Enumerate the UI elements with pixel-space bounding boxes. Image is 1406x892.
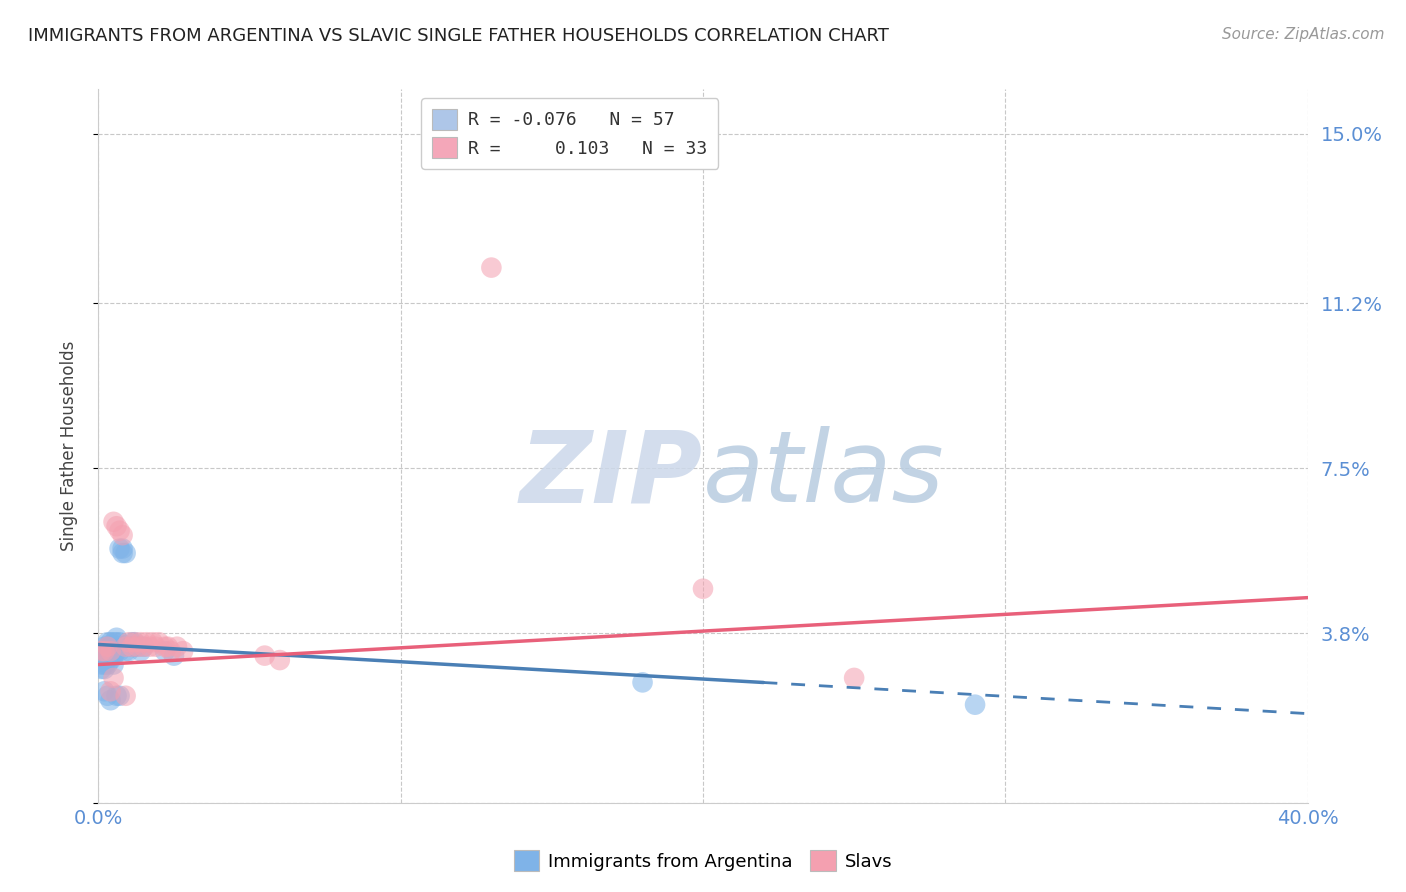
Point <box>114 644 136 658</box>
Point <box>100 635 122 649</box>
Point <box>100 684 122 698</box>
Point <box>105 519 128 533</box>
Point <box>148 635 170 649</box>
Point <box>103 657 125 672</box>
Point <box>253 648 276 663</box>
Point <box>105 640 128 654</box>
Point <box>631 675 654 690</box>
Point <box>96 644 118 658</box>
Point <box>108 635 131 649</box>
Point <box>121 640 143 654</box>
Point <box>132 640 155 654</box>
Point <box>93 662 115 676</box>
Point <box>142 635 165 649</box>
Point <box>100 693 122 707</box>
Point <box>127 640 149 654</box>
Point <box>100 648 122 663</box>
Point <box>129 635 152 649</box>
Legend: R = -0.076   N = 57, R =     0.103   N = 33: R = -0.076 N = 57, R = 0.103 N = 33 <box>422 98 718 169</box>
Point <box>105 631 128 645</box>
Point <box>118 635 141 649</box>
Point <box>103 515 125 529</box>
Point <box>103 648 125 663</box>
Point <box>269 653 291 667</box>
Text: 40.0%: 40.0% <box>1277 808 1339 828</box>
Point <box>90 648 112 663</box>
Point <box>90 662 112 676</box>
Point <box>103 644 125 658</box>
Point <box>692 582 714 596</box>
Point <box>100 644 122 658</box>
Point <box>100 640 122 654</box>
Point <box>96 635 118 649</box>
Point <box>118 644 141 658</box>
Point <box>108 644 131 658</box>
Text: atlas: atlas <box>703 426 945 523</box>
Point <box>93 684 115 698</box>
Point <box>108 689 131 703</box>
Point <box>965 698 987 712</box>
Point <box>127 640 149 654</box>
Point <box>96 640 118 654</box>
Point <box>90 644 112 658</box>
Point <box>105 689 128 703</box>
Point <box>124 635 146 649</box>
Point <box>118 640 141 654</box>
Point <box>103 640 125 654</box>
Point <box>96 640 118 654</box>
Text: IMMIGRANTS FROM ARGENTINA VS SLAVIC SINGLE FATHER HOUSEHOLDS CORRELATION CHART: IMMIGRANTS FROM ARGENTINA VS SLAVIC SING… <box>28 27 889 45</box>
Point <box>481 260 503 275</box>
Point <box>163 648 186 663</box>
Point <box>105 644 128 658</box>
Point <box>96 653 118 667</box>
Point <box>96 657 118 672</box>
Point <box>111 640 134 654</box>
Point <box>111 541 134 556</box>
Point <box>96 689 118 703</box>
Point <box>121 635 143 649</box>
Point <box>93 657 115 672</box>
Point <box>90 644 112 658</box>
Text: 0.0%: 0.0% <box>73 808 124 828</box>
Point <box>96 648 118 663</box>
Point <box>166 640 188 654</box>
Text: ZIP: ZIP <box>520 426 703 523</box>
Point <box>114 689 136 703</box>
Point <box>93 640 115 654</box>
Point <box>172 644 194 658</box>
Point <box>124 640 146 654</box>
Point <box>153 640 176 654</box>
Y-axis label: Single Father Households: Single Father Households <box>59 341 77 551</box>
Point <box>844 671 866 685</box>
Point <box>160 644 183 658</box>
Point <box>108 640 131 654</box>
Point <box>114 640 136 654</box>
Point <box>90 657 112 672</box>
Point <box>139 640 162 654</box>
Point <box>145 640 167 654</box>
Point <box>114 546 136 560</box>
Point <box>108 524 131 538</box>
Point <box>135 635 157 649</box>
Point <box>93 644 115 658</box>
Point <box>156 640 179 654</box>
Point <box>93 648 115 663</box>
Point <box>105 635 128 649</box>
Legend: Immigrants from Argentina, Slavs: Immigrants from Argentina, Slavs <box>506 843 900 879</box>
Point <box>124 635 146 649</box>
Point <box>103 671 125 685</box>
Point <box>108 541 131 556</box>
Point <box>132 640 155 654</box>
Point <box>103 635 125 649</box>
Point <box>100 644 122 658</box>
Point <box>93 653 115 667</box>
Text: Source: ZipAtlas.com: Source: ZipAtlas.com <box>1222 27 1385 42</box>
Point <box>111 546 134 560</box>
Point <box>93 644 115 658</box>
Point <box>129 644 152 658</box>
Point <box>121 640 143 654</box>
Point <box>100 653 122 667</box>
Point <box>111 528 134 542</box>
Point <box>153 644 176 658</box>
